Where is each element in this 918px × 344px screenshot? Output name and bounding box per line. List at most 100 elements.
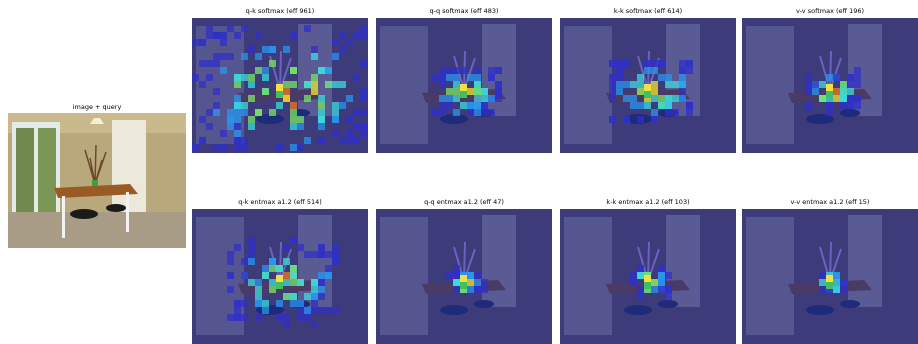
heat-cell — [227, 116, 234, 123]
heat-cell — [679, 67, 686, 74]
heat-cell — [269, 279, 276, 286]
chair — [806, 305, 834, 315]
chair — [440, 305, 468, 315]
heat-cell — [474, 286, 481, 293]
panel-title: v-v entmax a1.2 (eff 15) — [791, 198, 870, 206]
heat-cell — [227, 123, 234, 130]
heat-cell — [248, 237, 255, 244]
heat-cell — [474, 74, 481, 81]
heat-cell — [262, 88, 269, 95]
query-cell — [460, 275, 467, 282]
heat-cell — [325, 307, 332, 314]
heat-cell — [672, 109, 679, 116]
heat-cell — [453, 74, 460, 81]
heat-cell — [623, 81, 630, 88]
heat-cell — [234, 109, 241, 116]
panel-title: q-q entmax a1.2 (eff 47) — [424, 198, 504, 206]
heat-cell — [679, 74, 686, 81]
heat-cell — [227, 272, 234, 279]
heat-cell — [686, 67, 693, 74]
heat-cell — [206, 60, 213, 67]
heat-cell — [819, 95, 826, 102]
heat-cell — [262, 300, 269, 307]
heat-cell — [297, 300, 304, 307]
heat-cell — [311, 300, 318, 307]
heat-cell — [227, 286, 234, 293]
heat-cell — [488, 67, 495, 74]
heat-cell — [213, 32, 220, 39]
heat-cell — [637, 102, 644, 109]
heat-cell — [276, 144, 283, 151]
heat-cell — [269, 265, 276, 272]
heat-cell — [346, 130, 353, 137]
heat-cell — [453, 272, 460, 279]
heat-cell — [206, 109, 213, 116]
heat-cell — [332, 116, 339, 123]
heat-cell — [609, 116, 616, 123]
window — [564, 26, 612, 144]
heat-cell — [213, 60, 220, 67]
heat-cell — [467, 272, 474, 279]
heat-cell — [609, 95, 616, 102]
heat-cell — [199, 137, 206, 144]
heat-cell — [318, 137, 325, 144]
heat-cell — [481, 88, 488, 95]
heat-cell — [840, 102, 847, 109]
query-cell — [460, 282, 467, 289]
heat-cell — [248, 258, 255, 265]
heat-cell — [255, 67, 262, 74]
heat-cell — [248, 244, 255, 251]
heat-cell — [339, 102, 346, 109]
heat-cell — [262, 307, 269, 314]
heat-cell — [840, 279, 847, 286]
heat-cell — [847, 81, 854, 88]
heat-cell — [234, 116, 241, 123]
heat-cell — [474, 95, 481, 102]
heat-cell — [276, 102, 283, 109]
heat-cell — [304, 95, 311, 102]
heat-cell — [833, 88, 840, 95]
door — [848, 215, 882, 307]
heat-cell — [446, 67, 453, 74]
heat-cell — [616, 88, 623, 95]
heat-cell — [609, 60, 616, 67]
heat-cell — [467, 286, 474, 293]
heat-cell — [360, 109, 367, 116]
heat-cell — [616, 60, 623, 67]
heat-cell — [488, 74, 495, 81]
heat-cell — [432, 109, 439, 116]
heat-cell — [325, 272, 332, 279]
heat-cell — [234, 74, 241, 81]
query-cell — [826, 282, 833, 289]
query-cell — [644, 275, 651, 282]
heat-cell — [346, 95, 353, 102]
heat-cell — [227, 25, 234, 32]
heat-cell — [854, 81, 861, 88]
heat-cell — [234, 137, 241, 144]
heat-cell — [609, 88, 616, 95]
heat-cell — [248, 251, 255, 258]
heat-cell — [234, 81, 241, 88]
query-cell — [644, 282, 651, 289]
heat-cell — [269, 286, 276, 293]
heat-cell — [318, 116, 325, 123]
heat-cell — [453, 286, 460, 293]
heat-cell — [241, 272, 248, 279]
heat-cell — [311, 279, 318, 286]
heat-cell — [819, 279, 826, 286]
heat-cell — [318, 123, 325, 130]
heat-cell — [311, 321, 318, 328]
heat-cell — [325, 265, 332, 272]
heat-cell — [686, 102, 693, 109]
heat-cell — [658, 265, 665, 272]
heat-cell — [609, 74, 616, 81]
heat-cell — [658, 279, 665, 286]
heat-cell — [686, 109, 693, 116]
heat-cell — [255, 53, 262, 60]
heat-cell — [665, 293, 672, 300]
heat-cell — [819, 272, 826, 279]
heat-cell — [248, 279, 255, 286]
heat-cell — [637, 293, 644, 300]
heat-cell — [805, 74, 812, 81]
attention-panel: v-v entmax a1.2 (eff 15) — [742, 198, 918, 344]
